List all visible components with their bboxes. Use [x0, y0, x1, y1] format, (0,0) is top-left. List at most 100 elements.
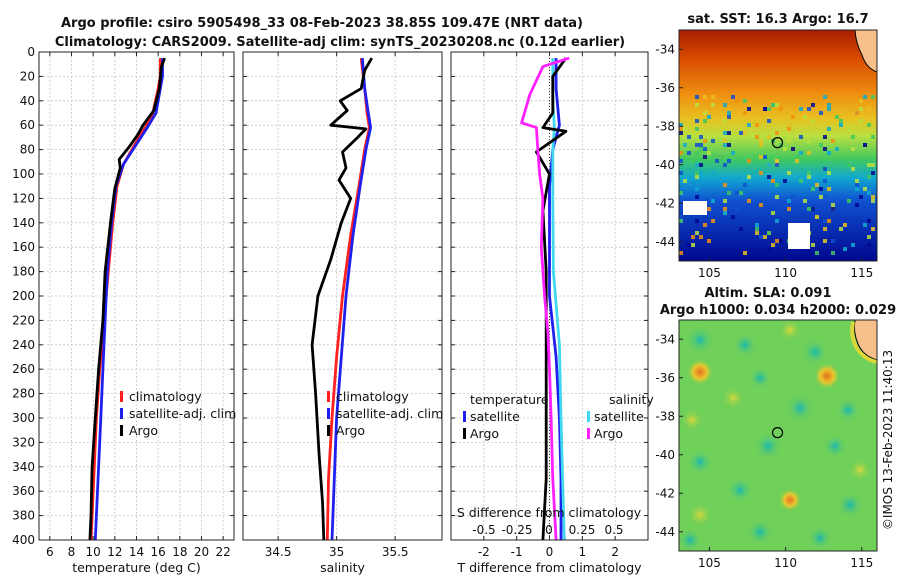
y-tick-label: 260	[12, 362, 35, 376]
sst-pixel	[727, 131, 731, 135]
sst-pixel	[807, 171, 811, 175]
y-tick-label: 180	[12, 265, 35, 279]
x-tick-label: 35.5	[382, 545, 409, 559]
sst-pixel	[755, 227, 759, 231]
sst-pixel	[799, 107, 803, 111]
sst-pixel	[815, 183, 819, 187]
legend-label: satellite-adj. clim	[336, 406, 443, 421]
sst-pixel	[699, 135, 703, 139]
sla-eddy	[687, 502, 713, 528]
sst-pixel	[855, 111, 859, 115]
sst-cloud-gap	[788, 223, 810, 249]
y-tick-label: 400	[12, 533, 35, 547]
sla-map-frame	[678, 319, 878, 552]
sst-pixel	[827, 127, 831, 131]
salinity-tick-label: 0	[545, 523, 553, 537]
sst-pixel	[827, 107, 831, 111]
y-tick-label: 40	[20, 94, 35, 108]
sst-pixel	[739, 131, 743, 135]
sla-eddy	[686, 358, 714, 386]
map-y-tick-label: -40	[655, 158, 675, 172]
sst-pixel	[683, 143, 687, 147]
x-tick-label: 8	[68, 545, 76, 559]
sla-eddy	[837, 492, 863, 518]
sst-pixel	[731, 95, 735, 99]
legend-label: satellite	[594, 409, 644, 424]
x-axis-label: temperature (deg C)	[72, 560, 201, 575]
sst-pixel	[835, 147, 839, 151]
sst-pixel	[867, 175, 871, 179]
sst-pixel	[795, 155, 799, 159]
sst-field	[679, 30, 877, 261]
sst-pixel	[771, 103, 775, 107]
y-tick-label: 0	[27, 45, 35, 59]
x-tick-label: -2	[478, 545, 490, 559]
sst-pixel	[679, 219, 683, 223]
sst-map-frame	[678, 29, 878, 262]
sst-pixel	[695, 95, 699, 99]
sst-pixel	[723, 139, 727, 143]
sst-map: sat. SST: 16.3 Argo: 16.7 105 110 115 -34 -3…	[655, 12, 878, 280]
x-tick-label: 6	[46, 545, 54, 559]
sst-pixel	[811, 115, 815, 119]
map-y-tick-label: -36	[655, 81, 675, 95]
sst-pixel	[679, 215, 683, 219]
sst-pixel	[827, 151, 831, 155]
sst-pixel	[691, 159, 695, 163]
sst-pixel	[807, 151, 811, 155]
y-tick-label: 200	[12, 289, 35, 303]
map-x-tick-label: 110	[774, 266, 797, 280]
sst-pixel	[871, 95, 875, 99]
legend-swatch	[327, 391, 330, 402]
x-axis-label: T difference from climatology	[456, 560, 642, 575]
sst-pixel	[767, 107, 771, 111]
sst-pixel	[795, 159, 799, 163]
sst-pixel	[807, 107, 811, 111]
x-tick-label: 16	[151, 545, 166, 559]
sst-pixel	[695, 231, 699, 235]
sst-pixel	[791, 147, 795, 151]
x-tick-label: -1	[511, 545, 523, 559]
sla-map-axes: 105 110 115 -34 -36 -38 -40 -42 -44	[655, 332, 873, 570]
sst-pixel	[839, 227, 843, 231]
sla-eddy	[813, 362, 841, 390]
sst-pixel	[823, 239, 827, 243]
sst-pixel	[787, 199, 791, 203]
sst-pixel	[755, 231, 759, 235]
sst-pixel	[775, 195, 779, 199]
legend-label: Argo	[594, 426, 623, 441]
x-tick-label: 35	[329, 545, 344, 559]
sst-pixel	[695, 175, 699, 179]
map-y-tick-label: -38	[655, 119, 675, 133]
sst-pixel	[759, 203, 763, 207]
sst-pixel	[695, 187, 699, 191]
sst-pixel	[791, 195, 795, 199]
sst-pixel	[759, 155, 763, 159]
sst-pixel	[783, 147, 787, 151]
sst-pixel	[695, 103, 699, 107]
y-tick-label: 80	[20, 143, 35, 157]
sst-pixel	[759, 143, 763, 147]
map-x-tick-label: 110	[774, 556, 797, 570]
sst-pixel	[695, 195, 699, 199]
sst-pixel	[863, 223, 867, 227]
sla-map-title-2: Argo h1000: 0.034 h2000: 0.029	[660, 303, 896, 318]
map-x-tick-label: 105	[698, 556, 721, 570]
sst-pixel	[747, 199, 751, 203]
sst-pixel	[703, 155, 707, 159]
legend-title-temperature: temperature	[470, 392, 549, 407]
sst-pixel	[867, 243, 871, 247]
sla-coast-band	[850, 321, 878, 364]
difference-panel: -2 -1 0 1 2T difference from climatology temp…	[450, 51, 654, 575]
y-tick-label: 100	[12, 167, 35, 181]
x-tick-label: 20	[194, 545, 209, 559]
series-line-temperature-argo	[535, 57, 568, 541]
sst-pixel	[831, 207, 835, 211]
x-tick-label: 14	[129, 545, 144, 559]
sst-pixel	[703, 95, 707, 99]
x-tick-label: 2	[611, 545, 619, 559]
sst-pixel	[867, 219, 871, 223]
sst-pixel	[699, 171, 703, 175]
sst-pixel	[703, 223, 707, 227]
sst-pixel	[775, 183, 779, 187]
